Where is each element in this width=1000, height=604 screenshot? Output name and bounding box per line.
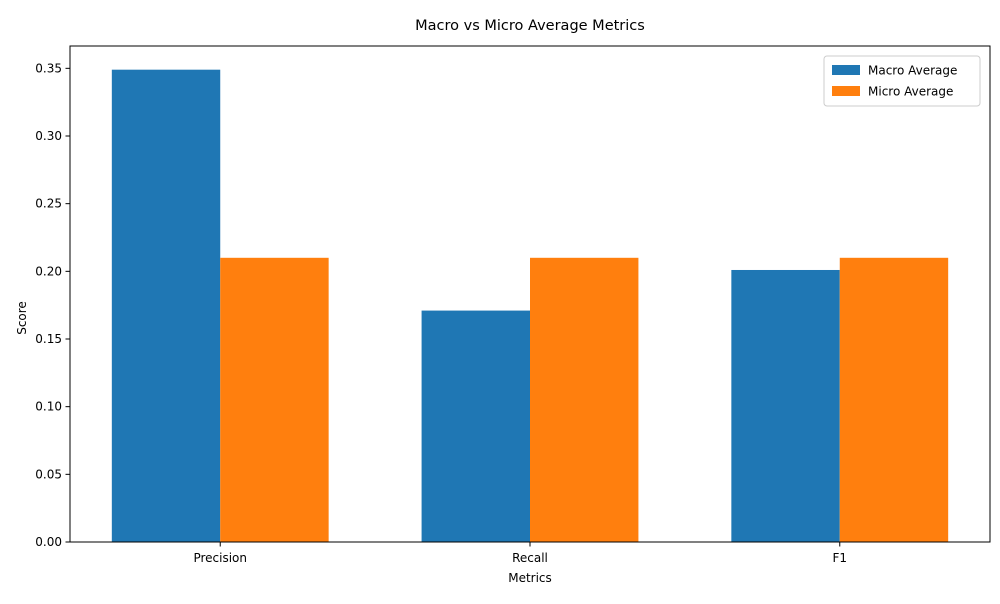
y-tick-label: 0.05 xyxy=(35,467,62,481)
legend-label-micro-average: Micro Average xyxy=(868,85,953,99)
legend-label-macro-average: Macro Average xyxy=(868,64,957,78)
axes-layer: 0.00 0.05 0.10 0.15 0.20 0.25 0.30 0.35 Precisio… xyxy=(35,45,991,565)
y-tick-label: 0.15 xyxy=(35,332,62,346)
y-axis-label: Score xyxy=(15,301,29,335)
bar-micro-average-precision xyxy=(220,257,329,542)
x-tick-label: F1 xyxy=(832,551,847,565)
x-tick-label: Recall xyxy=(512,551,548,565)
bars-layer xyxy=(111,69,949,542)
legend-box xyxy=(823,55,981,107)
y-tick-label: 0.30 xyxy=(35,129,62,143)
bar-micro-average-f1 xyxy=(839,257,949,542)
x-tick-label: Precision xyxy=(193,551,247,565)
legend-swatch-macro-average xyxy=(832,65,860,75)
bar-macro-average-f1 xyxy=(731,269,840,542)
bar-macro-average-recall xyxy=(421,310,530,542)
x-axis-label: Metrics xyxy=(508,571,552,585)
y-tick-label: 0.35 xyxy=(35,61,62,75)
bar-micro-average-recall xyxy=(530,257,639,542)
legend-swatch-micro-average xyxy=(832,86,860,96)
y-tick-label: 0.25 xyxy=(35,197,62,211)
y-tick-label: 0.00 xyxy=(35,535,62,549)
y-tick-label: 0.10 xyxy=(35,400,62,414)
legend: Macro Average Micro Average xyxy=(823,55,981,107)
chart-title: Macro vs Micro Average Metrics xyxy=(415,18,645,34)
bar-macro-average-precision xyxy=(111,69,221,542)
y-tick-label: 0.20 xyxy=(35,264,62,278)
